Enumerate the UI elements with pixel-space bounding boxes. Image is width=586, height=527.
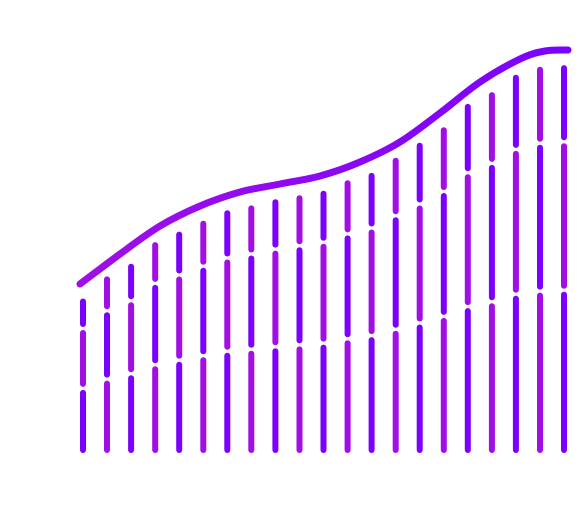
wave-curve xyxy=(76,46,572,288)
dashed-bars-group xyxy=(80,65,567,453)
